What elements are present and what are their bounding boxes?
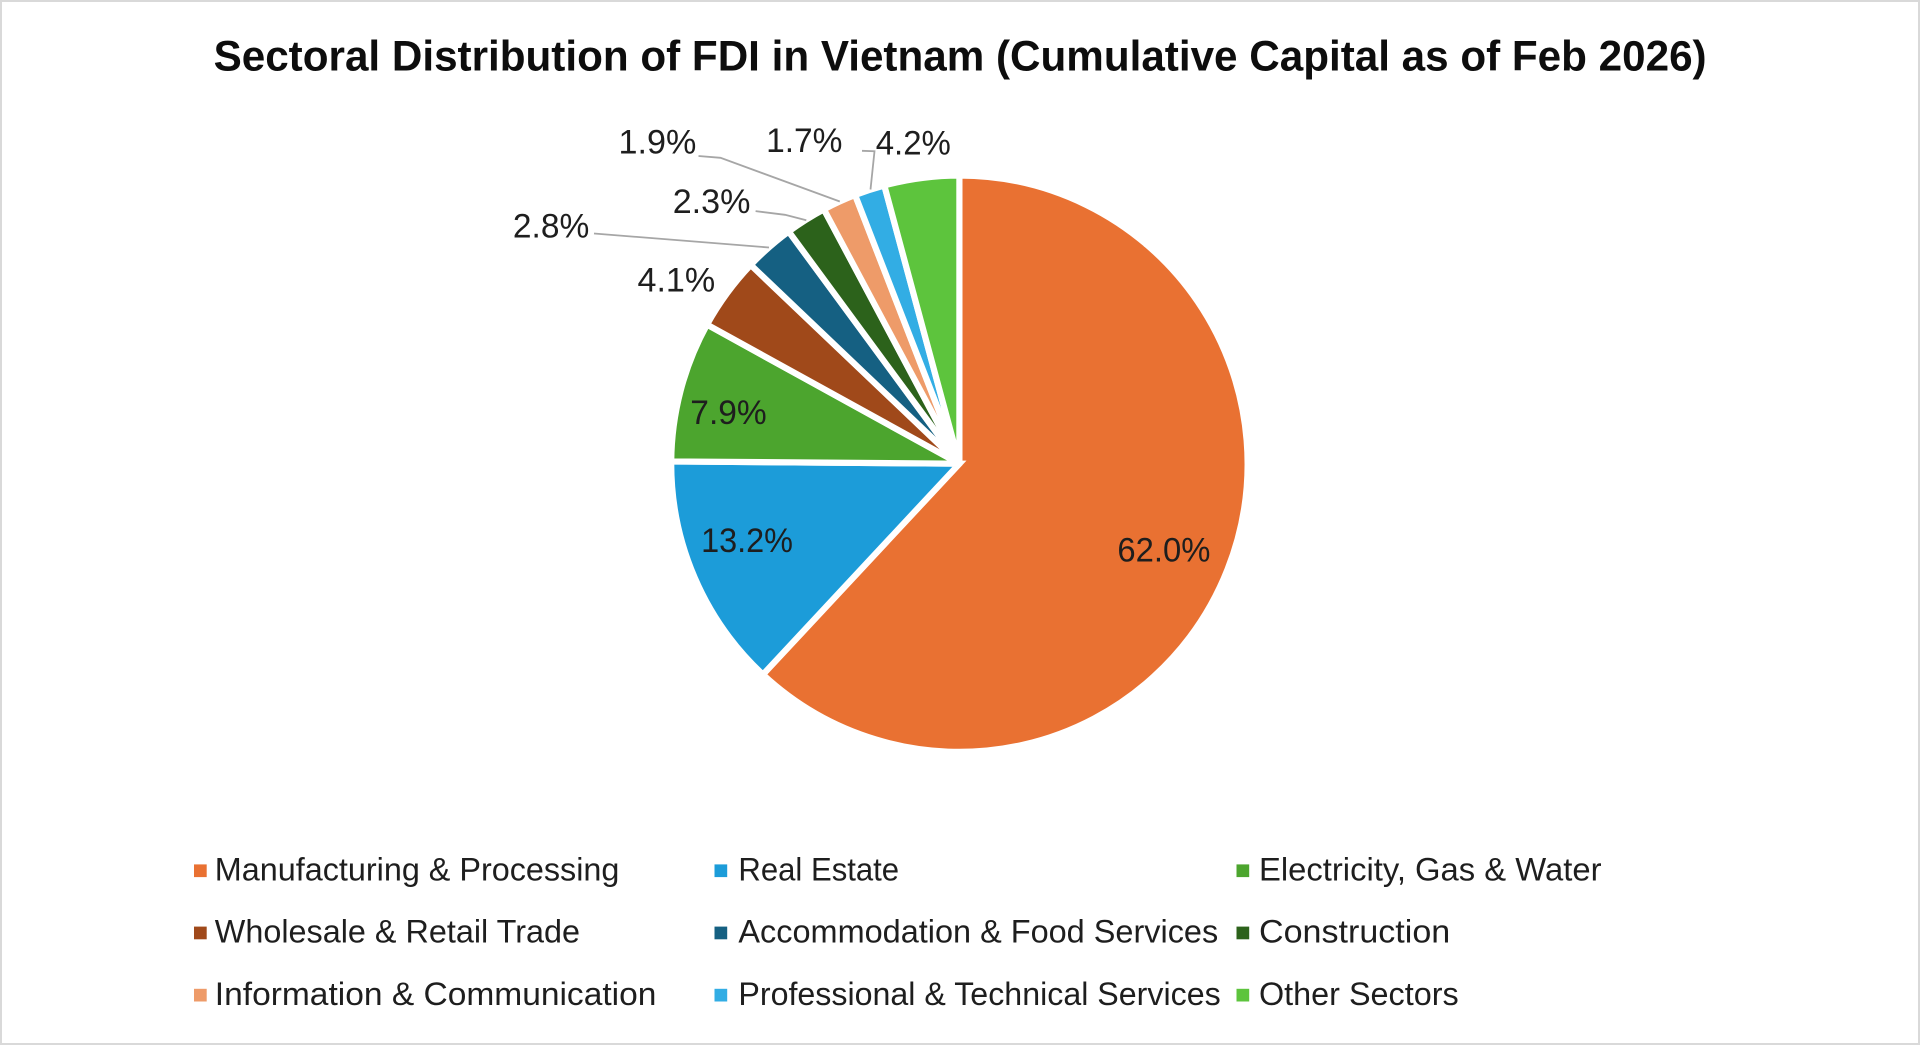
svg-text:Construction: Construction [1259, 914, 1450, 950]
svg-text:4.2%: 4.2% [876, 125, 951, 163]
svg-text:4.1%: 4.1% [638, 261, 716, 299]
svg-text:Accommodation & Food Services: Accommodation & Food Services [738, 914, 1218, 950]
svg-text:Real Estate: Real Estate [738, 851, 899, 887]
svg-text:7.9%: 7.9% [690, 394, 766, 432]
svg-text:62.0%: 62.0% [1117, 532, 1210, 570]
svg-text:Professional & Technical Servi: Professional & Technical Services [738, 976, 1220, 1012]
svg-text:Electricity, Gas & Water: Electricity, Gas & Water [1259, 851, 1602, 887]
svg-text:Information & Communication: Information & Communication [215, 976, 657, 1012]
svg-text:Wholesale & Retail Trade: Wholesale & Retail Trade [215, 914, 580, 950]
svg-text:2.3%: 2.3% [673, 183, 751, 221]
svg-text:Sectoral Distribution of FDI i: Sectoral Distribution of FDI in Vietnam … [214, 32, 1707, 79]
svg-text:Manufacturing & Processing: Manufacturing & Processing [215, 851, 620, 887]
svg-text:1.9%: 1.9% [619, 123, 697, 161]
svg-text:Other Sectors: Other Sectors [1259, 976, 1459, 1012]
svg-text:1.7%: 1.7% [766, 122, 842, 160]
svg-text:13.2%: 13.2% [701, 522, 793, 560]
svg-text:2.8%: 2.8% [513, 207, 589, 245]
